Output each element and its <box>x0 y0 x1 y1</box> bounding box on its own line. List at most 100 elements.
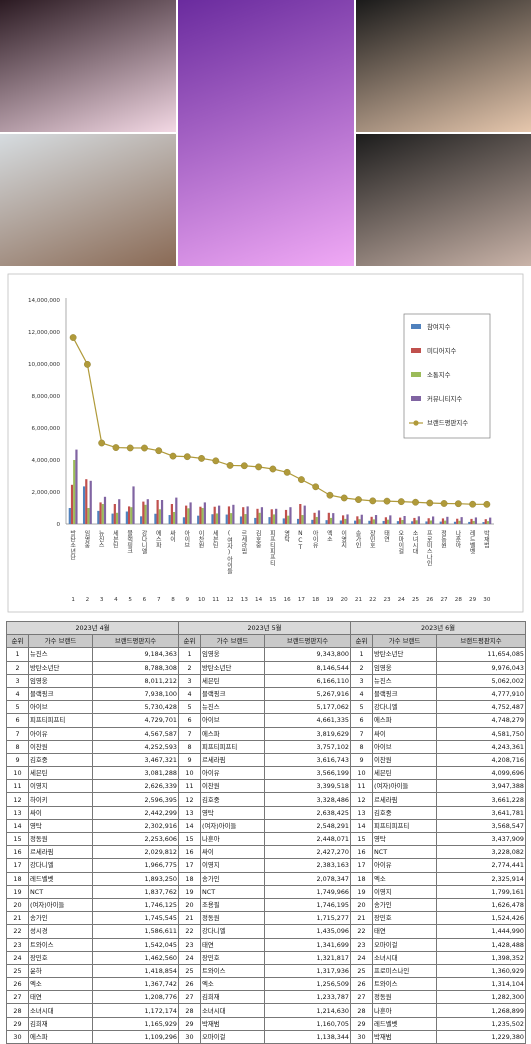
bar-4-5 <box>132 486 135 524</box>
x-category-label: 르세라핌 <box>240 530 247 554</box>
x-number-label: 16 <box>284 597 292 603</box>
brand-cell: 방탄소년단 <box>28 660 93 675</box>
brand-cell: 엑소 <box>372 871 437 886</box>
index-cell: 2,325,914 <box>436 871 526 886</box>
brand-cell: NCT <box>28 884 93 899</box>
x-number-label: 12 <box>227 597 234 603</box>
bar-1-19 <box>325 520 328 524</box>
brand-cell: 송가인 <box>372 897 437 913</box>
line-point-24 <box>397 498 405 506</box>
index-cell: 3,399,518 <box>264 779 351 794</box>
x-number-label: 5 <box>128 597 132 603</box>
index-cell: 1,799,161 <box>436 884 526 899</box>
rank-cell: 25 <box>6 963 29 979</box>
bar-2-6 <box>142 501 145 524</box>
col-brand: 가수 브랜드 <box>28 634 93 649</box>
bar-1-2 <box>82 486 86 524</box>
legend-swatch <box>411 324 421 329</box>
brand-cell: 세븐틴 <box>28 766 93 781</box>
x-number-label: 1 <box>71 597 75 603</box>
brand-cell: 블랙핑크 <box>28 686 93 702</box>
bar-4-21 <box>360 514 363 524</box>
line-point-15 <box>269 465 277 473</box>
index-cell: 2,383,163 <box>264 858 351 873</box>
index-cell: 9,343,800 <box>264 647 351 662</box>
rank-cell: 14 <box>6 818 29 834</box>
index-cell: 8,146,544 <box>264 660 351 675</box>
brand-cell: 소녀시대 <box>28 1003 93 1018</box>
bar-1-9 <box>182 517 186 524</box>
table-row: 21 송가인 1,745,545 21 정동원 1,715,277 21 장민호 1,524,4… <box>6 911 526 926</box>
bar-3-1 <box>73 460 76 524</box>
line-point-5 <box>126 444 134 452</box>
brand-cell: (여자)아이들 <box>372 779 437 794</box>
index-cell: 1,398,352 <box>436 950 526 965</box>
index-cell: 1,214,630 <box>264 1003 351 1018</box>
brand-cell: 임영웅 <box>200 647 265 662</box>
x-number-label: 20 <box>341 597 349 603</box>
bar-3-29 <box>472 520 475 524</box>
x-category-label: 블랙핑크 <box>126 530 133 554</box>
index-cell: 8,788,308 <box>92 660 179 675</box>
y-tick-label: 8,000,000 <box>32 394 61 400</box>
x-category-label: 장민호 <box>368 529 375 548</box>
month-april: 2023년 4월 <box>6 620 179 636</box>
index-cell: 1,462,560 <box>92 950 179 965</box>
index-cell: 4,243,361 <box>436 739 526 754</box>
table-row: 16 르세라핌 2,029,812 16 싸이 2,427,270 16 NCT 3,228,0… <box>6 845 526 860</box>
line-point-8 <box>169 452 177 460</box>
line-point-12 <box>226 462 234 469</box>
brand-cell: 영탁 <box>28 818 93 834</box>
index-cell: 7,938,100 <box>92 686 179 702</box>
line-point-18 <box>312 483 320 491</box>
bar-1-6 <box>140 516 143 524</box>
bar-2-24 <box>399 517 402 524</box>
line-point-26 <box>426 499 434 507</box>
table-row: 13 싸이 2,442,299 13 영탁 2,638,425 13 김호중 3,641,781 <box>6 805 526 820</box>
legend-label: 참여지수 <box>427 322 451 331</box>
legend-swatch <box>411 348 421 353</box>
column-header-row: 순위 가수 브랜드 브랜드평판지수 순위 가수 브랜드 브랜드평판지수 순위 가… <box>6 634 526 649</box>
male-idol-portrait <box>0 134 176 266</box>
rank-cell: 13 <box>6 805 29 820</box>
rank-cell: 26 <box>350 977 373 992</box>
rank-cell: 19 <box>6 884 29 899</box>
y-tick-label: 14,000,000 <box>28 298 60 304</box>
legend-label: 커뮤니티지수 <box>427 394 462 403</box>
brand-cell: 태연 <box>28 990 93 1005</box>
x-category-label: 이찬원 <box>197 529 204 548</box>
bar-4-22 <box>374 515 378 524</box>
bar-2-25 <box>413 517 416 524</box>
index-cell: 2,638,425 <box>264 805 351 820</box>
girl-group-photo <box>0 0 176 132</box>
index-cell: 4,752,487 <box>436 700 526 715</box>
ranking-table-body: 1 뉴진스 9,184,363 1 임영웅 9,343,800 1 방탄소년단 11,654,0… <box>6 647 526 1044</box>
rank-cell: 12 <box>178 792 201 807</box>
index-cell: 1,586,611 <box>92 924 179 939</box>
brand-cell: 오마이걸 <box>200 1029 265 1044</box>
col-rank: 순위 <box>178 634 201 649</box>
x-number-label: 25 <box>412 597 420 603</box>
brand-cell: 정동원 <box>200 911 265 926</box>
index-cell: 1,428,488 <box>436 937 526 952</box>
line-point-7 <box>155 447 163 455</box>
table-row: 12 하이키 2,596,395 12 김호중 3,328,486 12 르세라핌 3,661,… <box>6 792 526 807</box>
x-number-label: 7 <box>157 597 161 603</box>
brand-cell: 이영지 <box>200 858 265 873</box>
index-cell: 2,548,291 <box>264 818 351 834</box>
brand-cell: 트와이스 <box>28 937 93 952</box>
rank-cell: 7 <box>350 726 373 741</box>
bar-4-20 <box>346 514 349 524</box>
brand-cell: 트와이스 <box>372 977 437 992</box>
month-header-row: 2023년 4월 2023년 5월 2023년 6월 <box>6 620 526 636</box>
brand-cell: 아이브 <box>28 700 93 715</box>
bar-1-29 <box>468 521 471 524</box>
bar-2-28 <box>456 518 459 524</box>
x-number-label: 27 <box>441 597 449 603</box>
bar-2-12 <box>227 506 231 524</box>
brand-cell: 소녀시대 <box>200 1003 265 1018</box>
index-cell: 1,966,775 <box>92 858 179 873</box>
x-category-label: 아이유 <box>311 529 318 549</box>
index-cell: 4,748,279 <box>436 713 526 728</box>
col-brand: 가수 브랜드 <box>200 634 265 649</box>
